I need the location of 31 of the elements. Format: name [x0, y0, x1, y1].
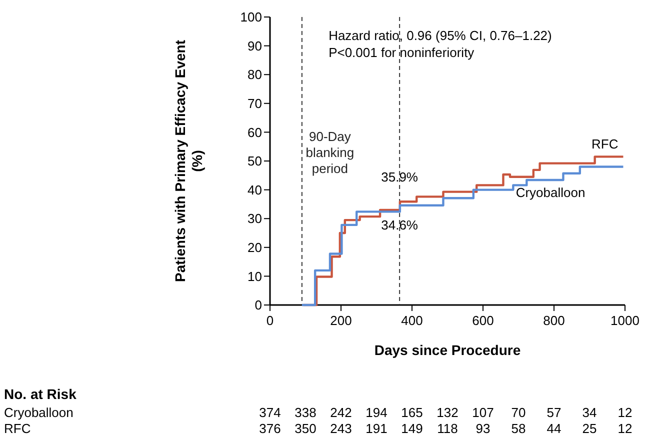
y-axis-title: Patients with Primary Efficacy Event (%) — [172, 40, 205, 282]
y-tick-label: 70 — [248, 96, 262, 111]
text: Cryoballoon — [4, 405, 74, 420]
annotation: P<0.001 for noninferiority — [328, 45, 475, 60]
y-tick-label: 20 — [248, 240, 262, 255]
x-tick-label: 400 — [401, 313, 423, 328]
text: 376 350 243 191 149 118 93 58 44 25 12 — [259, 421, 632, 436]
series-label: RFC — [592, 136, 618, 152]
y-tick-label: 80 — [248, 67, 262, 82]
x-tick-label: 200 — [330, 313, 352, 328]
series-label: Cryoballoon — [516, 184, 586, 200]
annotation: 35.9% — [381, 170, 418, 185]
y-tick-label: 30 — [248, 211, 262, 226]
annotation: 34.6% — [381, 217, 418, 232]
y-tick-label: 10 — [248, 268, 262, 284]
annotation: Hazard ratio, 0.96 (95% CI, 0.76–1.22) — [328, 28, 552, 43]
y-tick-label: 50 — [248, 154, 262, 169]
y-tick-label: 40 — [248, 182, 262, 198]
y-tick-label: 60 — [248, 124, 262, 140]
x-axis-title: Days since Procedure — [374, 342, 521, 358]
x-tick-label: 0 — [266, 313, 274, 328]
y-tick-label: 0 — [254, 298, 262, 313]
ref-line-label: 90-Day blanking period — [306, 128, 354, 176]
x-tick-label: 1000 — [610, 313, 640, 328]
text: RFC — [4, 421, 31, 436]
text: No. at Risk — [4, 386, 77, 402]
y-tick-label: 100 — [240, 10, 262, 25]
x-tick-label: 600 — [472, 313, 494, 328]
y-tick-label: 90 — [248, 38, 262, 54]
x-tick-label: 800 — [543, 313, 565, 328]
text: 374 338 242 194 165 132 107 70 57 34 12 — [259, 405, 632, 420]
